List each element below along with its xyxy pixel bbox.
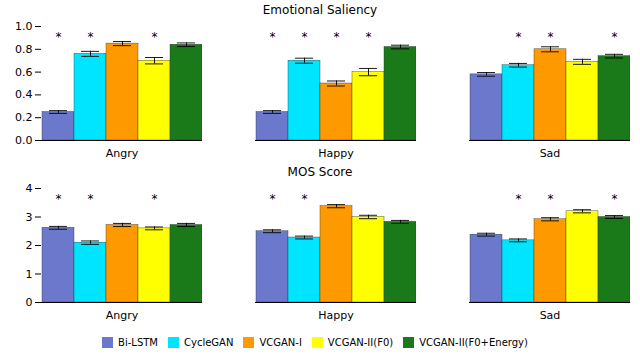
svg-text:*: * xyxy=(88,30,94,44)
svg-text:*: * xyxy=(548,192,554,206)
svg-text:*: * xyxy=(88,192,94,206)
svg-text:*: * xyxy=(302,30,308,44)
svg-text:*: * xyxy=(152,192,158,206)
svg-text:*: * xyxy=(152,30,158,44)
svg-text:0.8: 0.8 xyxy=(15,43,33,56)
svg-text:Sad: Sad xyxy=(540,147,561,160)
html-text:VCGAN-II(F0): VCGAN-II(F0) xyxy=(327,337,394,348)
svg-text:0: 0 xyxy=(26,296,33,309)
svg-text:*: * xyxy=(516,192,522,206)
svg-text:*: * xyxy=(270,192,276,206)
html-text:Emotional Saliency: Emotional Saliency xyxy=(262,3,378,17)
svg-text:*: * xyxy=(56,192,62,206)
svg-text:*: * xyxy=(516,30,522,44)
svg-text:0.0: 0.0 xyxy=(15,134,33,147)
svg-text:Happy: Happy xyxy=(318,309,354,322)
svg-text:Sad: Sad xyxy=(540,309,561,322)
svg-text:*: * xyxy=(270,30,276,44)
svg-text:0.4: 0.4 xyxy=(15,88,33,101)
svg-text:*: * xyxy=(366,30,372,44)
svg-text:0.6: 0.6 xyxy=(15,66,33,79)
svg-text:*: * xyxy=(612,30,618,44)
svg-text:*: * xyxy=(612,192,618,206)
svg-text:3: 3 xyxy=(26,211,33,224)
html-text:VCGAN-I: VCGAN-I xyxy=(259,337,302,348)
html-text:Bi-LSTM: Bi-LSTM xyxy=(118,337,158,348)
svg-text:*: * xyxy=(56,30,62,44)
svg-text:0.2: 0.2 xyxy=(15,111,33,124)
svg-text:Happy: Happy xyxy=(318,147,354,160)
html-text:MOS Score: MOS Score xyxy=(287,165,353,179)
svg-text:Angry: Angry xyxy=(106,147,139,160)
svg-text:*: * xyxy=(548,30,554,44)
html-text:VCGAN-II(F0+Energy): VCGAN-II(F0+Energy) xyxy=(419,337,528,348)
html-text:CycleGAN: CycleGAN xyxy=(184,337,234,348)
svg-text:1: 1 xyxy=(26,268,33,281)
svg-text:2: 2 xyxy=(26,239,33,252)
svg-text:4: 4 xyxy=(26,182,33,195)
svg-text:Angry: Angry xyxy=(106,309,139,322)
svg-text:*: * xyxy=(302,192,308,206)
svg-text:1.0: 1.0 xyxy=(15,20,33,33)
svg-text:*: * xyxy=(334,30,340,44)
